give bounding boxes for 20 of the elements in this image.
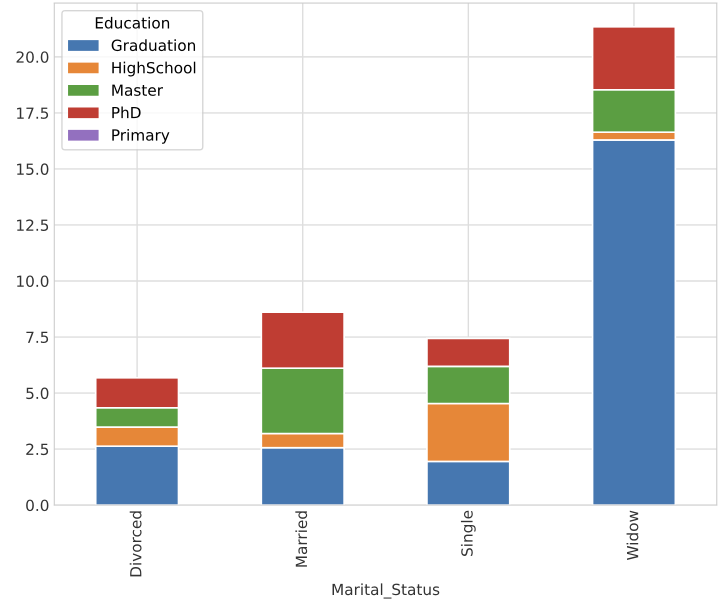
x-tick-label: Married: [295, 511, 308, 567]
x-tick-label: Widow: [626, 510, 638, 560]
y-tick-label: 10.0: [17, 275, 48, 288]
x-tick-label: Divorced: [130, 511, 142, 576]
y-tick-label: 5.0: [26, 388, 48, 400]
legend-label: PhD: [112, 106, 141, 118]
x-tick-label: Single: [460, 510, 476, 556]
legend-label: Primary: [112, 128, 170, 144]
y-tick-label: 12.5: [17, 219, 48, 231]
y-tick-label: 0.0: [26, 500, 48, 512]
legend-label: Graduation: [112, 39, 196, 52]
y-tick-label: 20.0: [16, 51, 48, 63]
x-axis-title: Marital_Status: [332, 583, 440, 599]
legend-title: Education: [96, 16, 170, 29]
y-tick-label: 2.5: [26, 444, 48, 456]
legend-label: Master: [112, 84, 163, 96]
y-tick-label: 17.5: [17, 108, 48, 119]
y-tick-label: 7.5: [26, 332, 48, 344]
y-tick-label: 15.0: [17, 163, 48, 175]
legend-label: HighSchool: [112, 62, 196, 76]
